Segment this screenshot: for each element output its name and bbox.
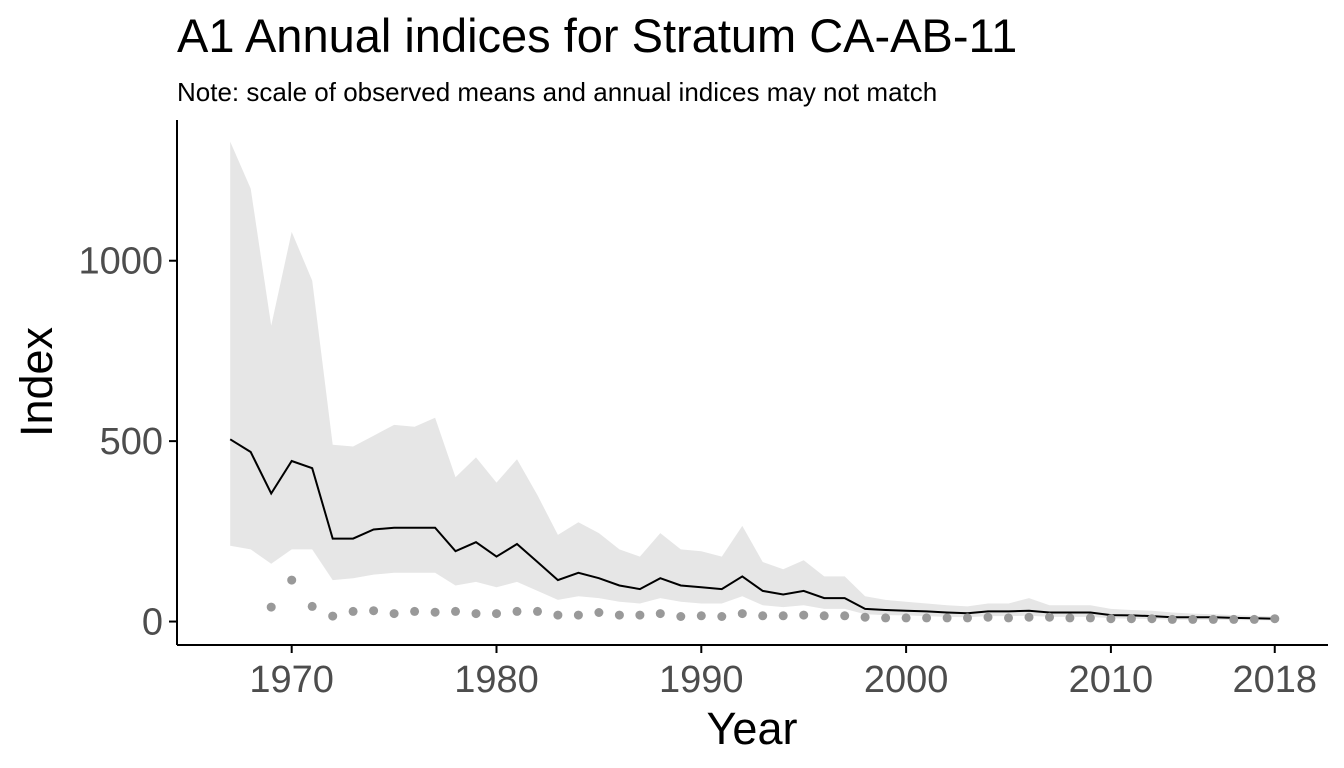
observed-mean-point bbox=[307, 601, 317, 611]
observed-mean-point bbox=[860, 612, 870, 622]
observed-mean-point bbox=[512, 606, 522, 616]
observed-mean-point bbox=[737, 609, 747, 619]
x-tick-label: 1970 bbox=[249, 659, 334, 701]
observed-mean-point bbox=[1065, 613, 1075, 623]
observed-mean-point bbox=[1167, 614, 1177, 624]
chart-title: A1 Annual indices for Stratum CA-AB-11 bbox=[177, 9, 1018, 62]
observed-mean-point bbox=[369, 606, 379, 616]
observed-mean-point bbox=[287, 575, 297, 585]
y-axis-ticks: 0 500 1000 bbox=[78, 241, 177, 644]
credible-interval-band-layer bbox=[230, 141, 1275, 621]
observed-mean-point bbox=[819, 611, 829, 621]
observed-mean-point bbox=[1004, 613, 1013, 623]
observed-mean-point bbox=[635, 610, 645, 620]
observed-mean-point bbox=[430, 607, 440, 617]
y-tick-label: 0 bbox=[142, 602, 163, 644]
observed-mean-point bbox=[758, 611, 768, 621]
observed-mean-point bbox=[696, 611, 706, 621]
observed-mean-point bbox=[1208, 614, 1218, 624]
observed-mean-point bbox=[1229, 614, 1239, 624]
observed-mean-point bbox=[778, 611, 788, 621]
observed-mean-point bbox=[1085, 613, 1095, 623]
x-axis-title: Year bbox=[707, 703, 798, 754]
observed-mean-point bbox=[1106, 614, 1116, 624]
observed-mean-point bbox=[594, 608, 604, 617]
observed-mean-point bbox=[799, 610, 809, 620]
observed-means-layer bbox=[266, 575, 1280, 624]
y-tick-label: 1000 bbox=[78, 241, 163, 283]
x-tick-label: 1980 bbox=[454, 659, 539, 701]
observed-mean-point bbox=[471, 609, 481, 619]
x-axis-ticks: 1970 1980 1990 2000 2010 2018 bbox=[249, 645, 1317, 701]
y-tick-label: 500 bbox=[100, 421, 163, 463]
observed-mean-point bbox=[410, 606, 420, 616]
x-tick-label: 1990 bbox=[659, 659, 744, 701]
observed-mean-point bbox=[451, 606, 460, 616]
x-tick-label: 2010 bbox=[1069, 659, 1154, 701]
observed-mean-point bbox=[655, 609, 665, 619]
observed-mean-point bbox=[963, 613, 972, 623]
observed-mean-point bbox=[840, 611, 850, 621]
observed-mean-point bbox=[348, 606, 358, 616]
x-tick-label: 2018 bbox=[1232, 659, 1317, 701]
observed-mean-point bbox=[1147, 614, 1157, 624]
observed-mean-point bbox=[1249, 614, 1259, 624]
annual-index-line bbox=[229, 438, 1275, 620]
observed-mean-point bbox=[266, 602, 276, 612]
observed-mean-point bbox=[1188, 614, 1198, 624]
observed-mean-point bbox=[881, 613, 891, 623]
observed-mean-point bbox=[1045, 612, 1054, 622]
observed-mean-point bbox=[1270, 614, 1280, 624]
index-line-layer bbox=[229, 438, 1275, 620]
observed-mean-point bbox=[942, 613, 952, 623]
observed-mean-point bbox=[676, 612, 686, 621]
credible-interval-band bbox=[230, 141, 1275, 621]
y-axis-title: Index bbox=[11, 326, 62, 437]
observed-mean-point bbox=[717, 612, 727, 621]
observed-mean-point bbox=[328, 611, 338, 621]
observed-mean-point bbox=[922, 613, 932, 623]
observed-mean-point bbox=[573, 610, 583, 620]
x-tick-label: 2000 bbox=[864, 659, 949, 701]
chart-subtitle: Note: scale of observed means and annual… bbox=[177, 77, 938, 107]
observed-mean-point bbox=[533, 606, 542, 616]
observed-mean-point bbox=[553, 610, 563, 620]
observed-mean-point bbox=[1126, 614, 1136, 624]
observed-mean-point bbox=[492, 609, 501, 619]
observed-mean-point bbox=[389, 609, 399, 619]
observed-mean-point bbox=[983, 612, 993, 622]
observed-mean-point bbox=[614, 610, 624, 620]
observed-mean-point bbox=[1024, 612, 1034, 622]
observed-mean-point bbox=[901, 613, 911, 623]
axes-layer bbox=[176, 120, 1328, 646]
